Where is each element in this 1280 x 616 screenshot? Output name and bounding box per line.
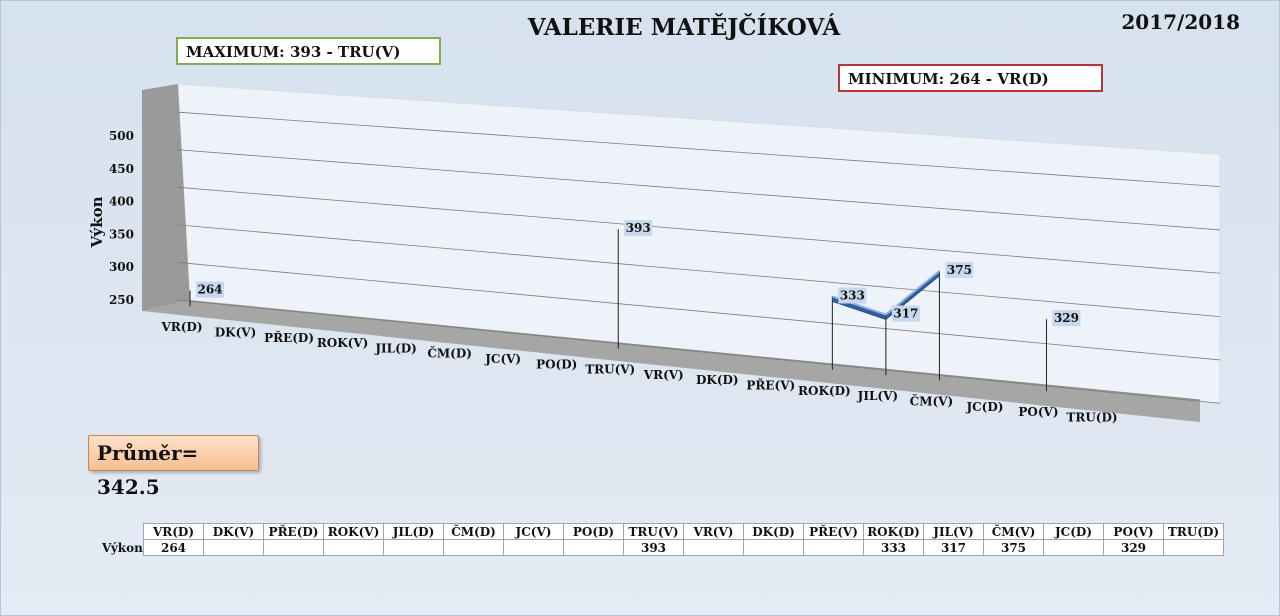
table-cell xyxy=(743,539,804,556)
table-header-cell: JC(V) xyxy=(503,523,564,540)
x-tick-label: ČM(V) xyxy=(910,392,954,408)
table-cell xyxy=(1163,539,1224,556)
x-tick-label: PŘE(V) xyxy=(746,378,795,393)
maximum-box: MAXIMUM: 393 - TRU(V) xyxy=(176,37,441,65)
data-label-text: 317 xyxy=(893,307,918,321)
table-cell xyxy=(563,539,624,556)
table-header-cell: ČM(V) xyxy=(983,523,1044,540)
table-cell xyxy=(323,539,384,556)
data-label: 329 xyxy=(1052,310,1081,327)
data-label: 393 xyxy=(624,220,653,237)
x-tick-label: JIL(V) xyxy=(857,389,898,403)
data-label: 375 xyxy=(945,262,974,279)
table-header-cell: DK(V) xyxy=(203,523,264,540)
table-cell xyxy=(203,539,264,556)
x-tick-label: JIL(D) xyxy=(374,341,417,355)
table-row: Výkon 264 393 333 317 375 329 xyxy=(100,539,1224,556)
x-tick-label: ROK(D) xyxy=(798,384,851,398)
x-tick-label: PŘE(D) xyxy=(264,330,314,345)
gridline xyxy=(177,186,1221,274)
y-tick-label: 450 xyxy=(109,162,134,176)
data-label-text: 329 xyxy=(1054,311,1079,325)
gridline xyxy=(177,224,1221,318)
x-tick-label: ČM(D) xyxy=(427,345,472,361)
minimum-box: MINIMUM: 264 - VR(D) xyxy=(838,64,1103,92)
data-label-box xyxy=(196,281,224,298)
table-cell xyxy=(683,539,744,556)
side-wall xyxy=(142,84,190,311)
y-tick-label: 400 xyxy=(109,195,134,209)
data-label: 317 xyxy=(891,305,920,322)
table-cell xyxy=(503,539,564,556)
table-header-cell: TRU(D) xyxy=(1163,523,1224,540)
x-tick-label: PO(D) xyxy=(536,357,577,371)
table-header-cell: TRU(V) xyxy=(623,523,684,540)
data-label-text: 333 xyxy=(840,288,865,302)
data-label-box xyxy=(1052,310,1081,327)
table-header-cell: ČM(D) xyxy=(443,523,504,540)
table-cell: 264 xyxy=(143,539,204,556)
table-header-cell: ROK(V) xyxy=(323,523,384,540)
table-header-cell: VR(V) xyxy=(683,523,744,540)
table-cell xyxy=(263,539,324,556)
data-label-text: 393 xyxy=(626,221,651,235)
data-label-box xyxy=(838,287,867,304)
y-axis-label: Výkon xyxy=(88,196,106,248)
table-cell: 329 xyxy=(1103,539,1164,556)
gridline xyxy=(177,111,1221,188)
y-tick-label: 300 xyxy=(109,260,134,274)
data-label: 333 xyxy=(838,287,867,304)
x-tick-label: TRU(V) xyxy=(585,363,635,377)
x-tick-label: TRU(D) xyxy=(1066,410,1117,424)
data-label-box xyxy=(891,305,920,322)
data-table: VR(D) DK(V) PŘE(D) ROK(V) JIL(D) ČM(D) JC(V) PO… xyxy=(100,523,1224,556)
chart-title: VALERIE MATĚJČÍKOVÁ xyxy=(527,14,841,41)
table-header-cell: PŘE(D) xyxy=(263,523,324,540)
table-header-cell: PO(D) xyxy=(563,523,624,540)
table-header-row: VR(D) DK(V) PŘE(D) ROK(V) JIL(D) ČM(D) JC(V) PO… xyxy=(100,523,1224,540)
table-cell: 333 xyxy=(863,539,924,556)
x-tick-label: ROK(V) xyxy=(317,336,369,350)
x-tick-label: PO(V) xyxy=(1018,405,1058,419)
x-tick-label: VR(D) xyxy=(160,320,202,334)
average-box: Průměr= 342.5 xyxy=(88,435,259,499)
table-cell xyxy=(443,539,504,556)
table-header-cell: PO(V) xyxy=(1103,523,1164,540)
gridline xyxy=(177,149,1221,231)
x-tick-label: DK(D) xyxy=(696,373,739,387)
x-tick-label: JC(V) xyxy=(484,352,521,366)
y-tick-label: 500 xyxy=(109,129,134,143)
data-label-box xyxy=(624,220,653,237)
table-row-label: Výkon xyxy=(102,540,143,555)
table-header-cell: ROK(D) xyxy=(863,523,924,540)
x-tick-label: VR(V) xyxy=(643,368,684,382)
data-label-box xyxy=(945,262,974,279)
x-tick-label: JC(D) xyxy=(965,400,1003,414)
table-header-cell: PŘE(V) xyxy=(803,523,864,540)
table-cell: 375 xyxy=(983,539,1044,556)
table-header-cell: JIL(D) xyxy=(383,523,444,540)
table-corner xyxy=(100,524,144,540)
y-tick-label: 350 xyxy=(109,227,134,241)
table-header-cell: JC(D) xyxy=(1043,523,1104,540)
table-cell xyxy=(383,539,444,556)
table-header-cell: DK(D) xyxy=(743,523,804,540)
data-label-text: 264 xyxy=(197,283,222,297)
table-cell: 393 xyxy=(623,539,684,556)
x-tick-label: DK(V) xyxy=(215,325,257,339)
floor xyxy=(142,300,1200,422)
table-cell: 317 xyxy=(923,539,984,556)
y-tick-label: 250 xyxy=(109,293,134,307)
table-header-cell: JIL(V) xyxy=(923,523,984,540)
table-cell xyxy=(1043,539,1104,556)
season-label: 2017/2018 xyxy=(1121,10,1240,34)
data-label-text: 375 xyxy=(947,263,972,277)
data-label: 264 xyxy=(196,281,224,298)
table-cell xyxy=(803,539,864,556)
table-header-cell: VR(D) xyxy=(143,523,204,540)
